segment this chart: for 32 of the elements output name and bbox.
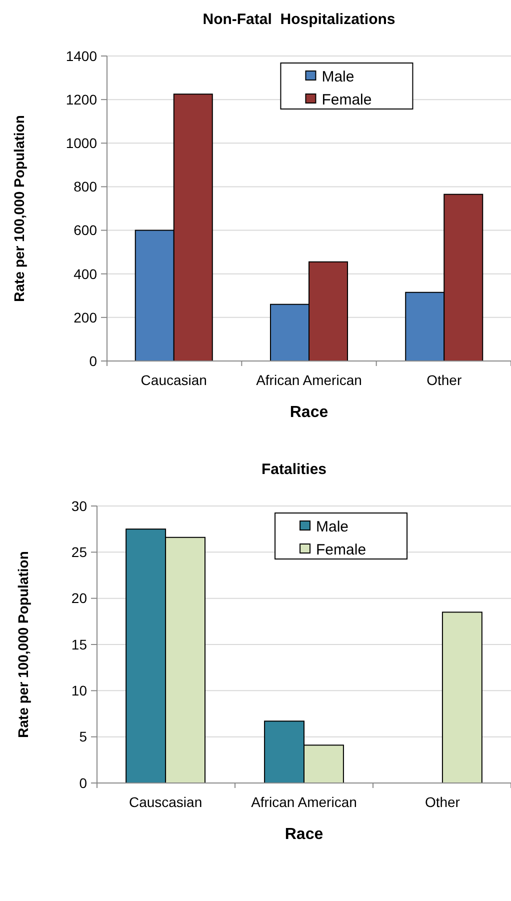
y-tick-label: 25	[71, 544, 88, 560]
x-axis-title: Race	[290, 404, 328, 421]
y-tick-label: 20	[71, 590, 88, 606]
y-axis-title: Rate per 100,000 Population	[15, 551, 31, 738]
x-tick-label: Causcasian	[128, 794, 202, 810]
chart-title: Fatalities	[261, 461, 327, 478]
x-axis-title: Race	[284, 826, 324, 843]
legend-label: Male	[322, 68, 354, 86]
y-tick-label: 600	[74, 222, 98, 238]
legend-label: Female	[316, 541, 366, 558]
x-tick-label: Other	[426, 372, 462, 388]
y-tick-label: 5	[79, 728, 88, 745]
y-tick-label: 400	[74, 266, 98, 282]
y-tick-label: 1000	[66, 135, 98, 152]
y-tick-label: 10	[71, 682, 88, 699]
x-tick-label: Caucasian	[140, 372, 207, 388]
y-tick-label: 800	[74, 178, 98, 195]
y-tick-label: 30	[71, 498, 88, 514]
y-tick-label: 200	[74, 309, 98, 326]
x-tick-label: African American	[251, 794, 357, 810]
chart-title: Non-Fatal Hospitalizations	[202, 11, 396, 28]
x-tick-label: Other	[424, 794, 460, 810]
legend-label: Male	[316, 518, 349, 536]
y-tick-label: 0	[79, 774, 88, 791]
y-tick-label: 1400	[66, 48, 98, 64]
y-tick-label: 0	[89, 352, 98, 369]
legend-label: Female	[322, 91, 372, 108]
y-axis-title: Rate per 100,000 Population	[11, 115, 27, 302]
y-tick-label: 15	[71, 636, 88, 652]
y-tick-label: 1200	[66, 91, 98, 108]
x-tick-label: African American	[256, 372, 362, 388]
bar	[442, 612, 482, 784]
